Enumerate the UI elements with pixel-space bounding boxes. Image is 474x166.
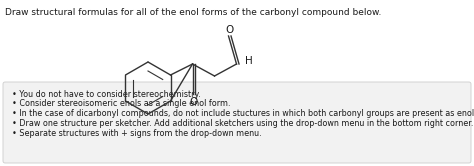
FancyBboxPatch shape [3,82,471,163]
Text: • Separate structures with + signs from the drop-down menu.: • Separate structures with + signs from … [12,129,262,138]
Text: • In the case of dicarbonyl compounds, do not include stuctures in which both ca: • In the case of dicarbonyl compounds, d… [12,109,474,118]
Text: • Consider stereoisomeric enols as a single enol form.: • Consider stereoisomeric enols as a sin… [12,99,230,108]
Text: O: O [226,25,234,35]
Text: O: O [190,97,198,107]
Text: • You do not have to consider stereochemistry.: • You do not have to consider stereochem… [12,90,201,99]
Text: • Draw one structure per sketcher. Add additional sketchers using the drop-down : • Draw one structure per sketcher. Add a… [12,119,474,128]
Text: Draw structural formulas for all of the enol forms of the carbonyl compound belo: Draw structural formulas for all of the … [5,8,382,17]
Text: H: H [245,56,252,66]
